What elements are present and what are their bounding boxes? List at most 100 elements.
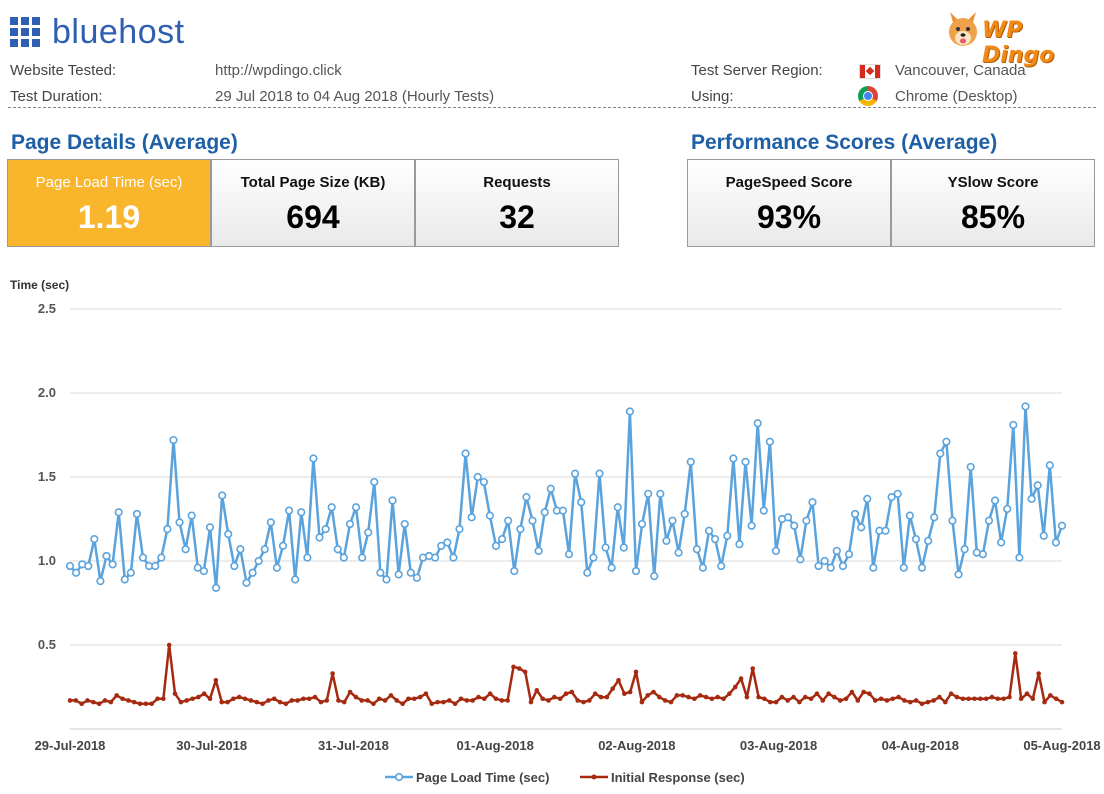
- initial-response-point: [511, 664, 516, 670]
- page-load-point: [583, 568, 592, 577]
- page-load-point: [844, 550, 854, 559]
- page-load-point: [680, 509, 689, 519]
- initial-response-point: [797, 699, 802, 705]
- page-load-point: [1045, 461, 1054, 470]
- legend-marker: [591, 774, 597, 780]
- using-label: Using:: [691, 88, 734, 105]
- page-load-point: [388, 496, 397, 505]
- page-load-point: [303, 553, 312, 562]
- initial-response-point: [499, 698, 505, 703]
- page-load-point: [613, 503, 622, 512]
- initial-response-point: [721, 696, 726, 702]
- legend-label: Page Load Time (sec): [416, 770, 549, 785]
- initial-response-point: [820, 698, 826, 703]
- initial-response-point: [201, 691, 207, 697]
- page-load-point: [138, 553, 148, 562]
- page-load-point: [199, 566, 208, 576]
- page-load-point: [284, 506, 294, 515]
- page-load-point: [546, 484, 555, 493]
- page-load-point: [151, 561, 160, 571]
- initial-response-point: [715, 694, 721, 700]
- page-load-point: [881, 526, 890, 535]
- initial-response-point: [382, 698, 388, 703]
- page-load-point: [997, 538, 1006, 547]
- initial-response-point: [937, 694, 942, 700]
- page-load-point: [163, 524, 172, 534]
- page-load-point: [522, 493, 531, 502]
- initial-response-point: [336, 698, 341, 703]
- initial-response-point: [575, 698, 580, 703]
- initial-response-point: [120, 696, 125, 702]
- initial-response-point: [697, 693, 703, 698]
- page-load-point: [224, 530, 233, 539]
- duration-value: 29 Jul 2018 to 04 Aug 2018 (Hourly Tests…: [215, 88, 495, 105]
- page-load-point: [351, 503, 361, 512]
- page-load-point: [528, 516, 537, 525]
- page-load-point: [211, 583, 221, 592]
- initial-response-point: [1059, 699, 1065, 705]
- page-size-card: Total Page Size (KB) 694: [211, 159, 415, 247]
- initial-response-point: [435, 699, 440, 705]
- x-tick-label: 05-Aug-2018: [1023, 738, 1100, 753]
- page-load-point: [589, 553, 598, 562]
- page-load-point: [832, 546, 841, 556]
- y-tick-label: 1.5: [38, 469, 56, 484]
- initial-response-point: [231, 696, 236, 702]
- initial-response-point: [487, 691, 493, 697]
- page-load-point: [966, 462, 975, 472]
- page-load-point: [1003, 504, 1012, 514]
- initial-response-point: [446, 698, 452, 703]
- initial-response-point: [376, 696, 382, 702]
- page-load-point: [497, 535, 507, 544]
- page-load-point: [96, 577, 105, 586]
- initial-response-point: [470, 698, 475, 703]
- page-load-point: [126, 568, 135, 577]
- initial-response-point: [902, 698, 907, 703]
- page-load-point: [723, 531, 732, 540]
- page-load-point: [729, 454, 738, 463]
- y-tick-label: 2.0: [38, 385, 56, 400]
- initial-response-point: [907, 699, 913, 705]
- logo-text: WP Dingo: [982, 18, 1055, 68]
- initial-response-point: [639, 699, 645, 705]
- initial-response-point: [359, 698, 365, 703]
- initial-response-point: [213, 677, 219, 683]
- x-tick-label: 02-Aug-2018: [598, 738, 675, 753]
- page-load-point: [771, 546, 781, 556]
- page-load-point: [248, 568, 257, 577]
- initial-response-point: [872, 698, 878, 703]
- page-load-point: [1051, 538, 1061, 547]
- initial-response-point: [826, 691, 831, 697]
- initial-response-point: [767, 699, 773, 705]
- initial-response-point: [995, 696, 1001, 702]
- page-load-point: [692, 545, 701, 554]
- initial-response-point: [651, 689, 656, 695]
- initial-response-point: [604, 694, 610, 700]
- initial-response-point: [896, 694, 901, 700]
- initial-response-point: [458, 696, 464, 702]
- page-load-point: [218, 491, 227, 500]
- x-tick-label: 29-Jul-2018: [35, 738, 106, 753]
- page-load-point: [327, 503, 336, 512]
- initial-response-point: [289, 698, 295, 703]
- initial-response-point: [703, 694, 709, 700]
- page-load-point: [747, 521, 756, 530]
- legend-marker: [394, 772, 404, 782]
- initial-response-point: [225, 699, 230, 705]
- page-load-point: [400, 519, 409, 529]
- initial-response-point: [972, 696, 977, 702]
- canada-flag-icon: [859, 64, 881, 79]
- initial-response-point: [849, 689, 855, 695]
- page-load-point: [826, 563, 835, 572]
- page-load-point: [869, 563, 878, 572]
- initial-response-point: [1030, 696, 1036, 702]
- page-load-point: [1015, 553, 1024, 562]
- initial-response-point: [242, 696, 248, 702]
- initial-response-point: [861, 689, 866, 695]
- page-load-time-card: Page Load Time (sec) 1.19: [7, 159, 211, 247]
- page-load-point: [358, 553, 367, 562]
- page-load-point: [90, 535, 99, 544]
- page-load-point: [309, 454, 318, 463]
- initial-response-point: [161, 696, 166, 702]
- page-load-point: [990, 496, 1000, 505]
